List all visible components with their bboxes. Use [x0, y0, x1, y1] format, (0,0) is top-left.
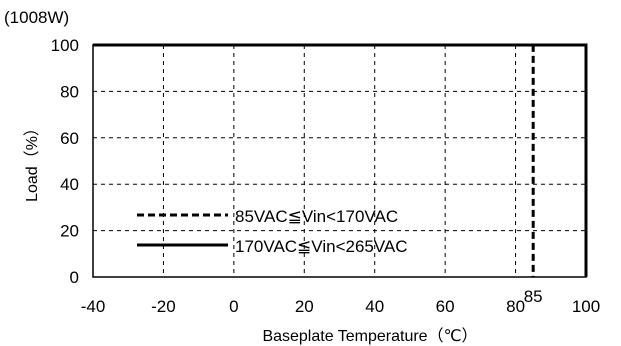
y-tick-label: 80: [60, 82, 79, 101]
legend: 85VAC≦Vin<170VAC 170VAC≦Vin<265VAC: [137, 207, 408, 256]
y-tick-label: 60: [60, 129, 79, 148]
x-axis-label: Baseplate Temperature（℃）: [262, 327, 477, 345]
x-tick-label: 40: [365, 297, 384, 316]
y-axis-label: Load（%）: [23, 120, 41, 202]
x-tick-label: 0: [229, 297, 238, 316]
grid-lines: [93, 45, 586, 277]
x-tick-labels: -40 -20 0 20 40 60 80 100 85: [81, 287, 600, 316]
y-tick-label: 0: [70, 268, 79, 287]
unit-label: (1008W): [4, 8, 69, 27]
x-tick-label: 100: [572, 297, 600, 316]
plot-frame: [92, 44, 587, 278]
y-tick-label: 40: [60, 175, 79, 194]
y-tick-label: 100: [51, 36, 79, 55]
y-tick-labels: 0 20 40 60 80 100: [51, 36, 79, 287]
y-tick-label: 20: [60, 222, 79, 241]
x-tick-label: 80: [506, 297, 525, 316]
x-tick-label: -40: [81, 297, 106, 316]
legend-label-2: 170VAC≦Vin<265VAC: [235, 237, 408, 256]
legend-label-1: 85VAC≦Vin<170VAC: [235, 207, 398, 226]
x-tick-label: 20: [295, 297, 314, 316]
x-tick-label: 60: [436, 297, 455, 316]
x-tick-label-extra: 85: [524, 287, 543, 306]
x-tick-label: -20: [151, 297, 176, 316]
